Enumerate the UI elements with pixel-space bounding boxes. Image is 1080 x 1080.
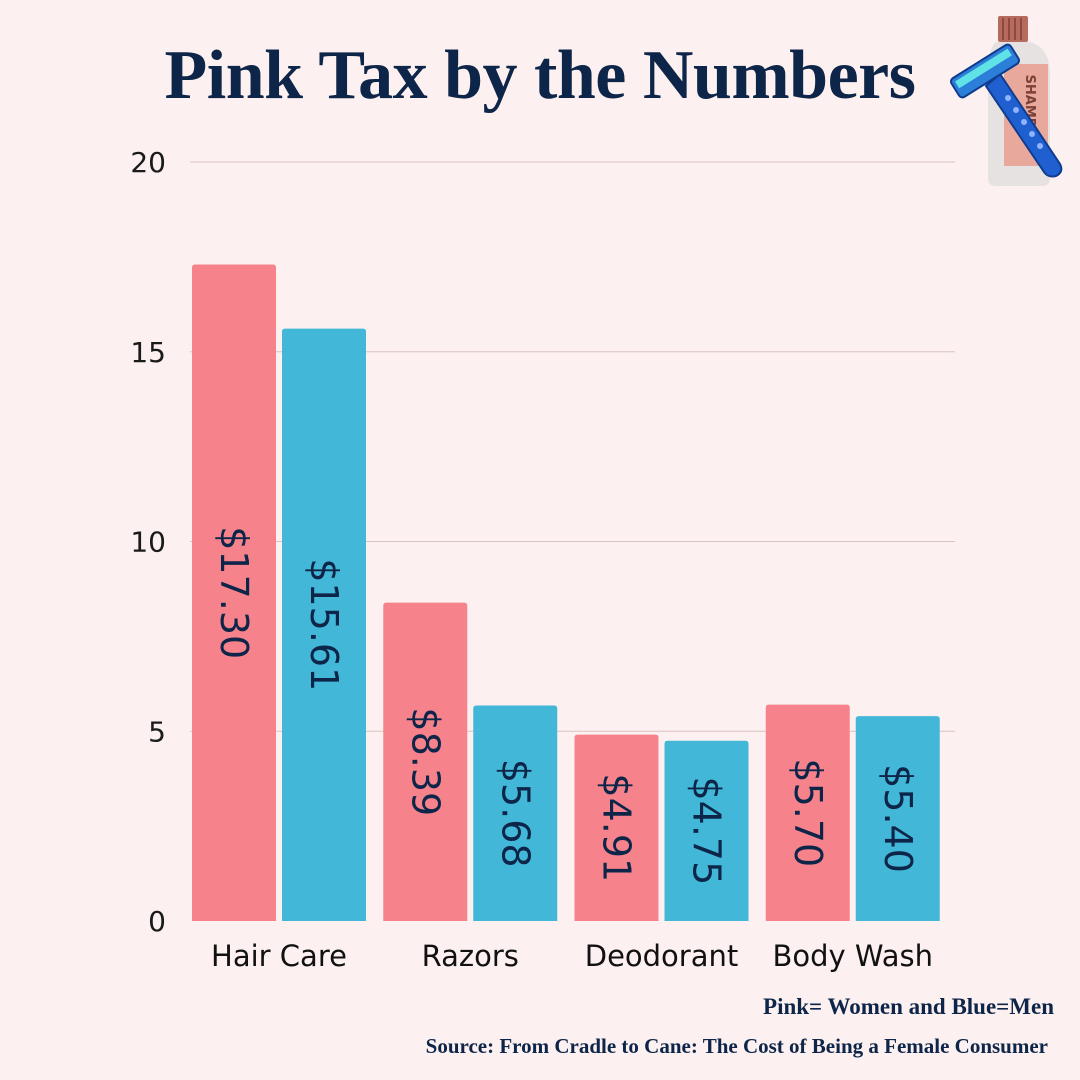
bar-value-label: $5.40 <box>876 764 920 873</box>
bar <box>473 705 558 921</box>
y-tick-label: 10 <box>130 526 166 559</box>
chart-title: Pink Tax by the Numbers <box>164 37 916 114</box>
source-note: Source: From Cradle to Cane: The Cost of… <box>425 1034 1048 1058</box>
bar <box>192 264 276 922</box>
bar-value-label: $4.75 <box>685 776 729 885</box>
bar-value-label: $15.61 <box>302 558 346 691</box>
bar <box>383 602 468 921</box>
category-label: Hair Care <box>211 939 347 973</box>
y-tick-label: 5 <box>148 715 166 748</box>
category-label: Deodorant <box>585 939 739 973</box>
category-label: Razors <box>422 939 519 973</box>
y-tick-label: 15 <box>130 336 166 369</box>
legend-note: Pink= Women and Blue=Men <box>763 994 1054 1019</box>
bar-value-label: $8.39 <box>403 707 447 816</box>
bar <box>855 716 940 921</box>
bar-value-label: $5.68 <box>493 759 537 868</box>
bar-value-label: $4.91 <box>595 773 639 882</box>
bar <box>574 734 659 921</box>
bar-value-label: $5.70 <box>786 758 830 867</box>
bar <box>664 740 749 921</box>
razor-icon <box>950 43 1063 178</box>
category-label: Body Wash <box>772 939 933 973</box>
bar <box>282 328 366 922</box>
bar-value-label: $17.30 <box>212 526 256 659</box>
shampoo-razor-illustration: SHAMPOO <box>950 16 1063 186</box>
bar <box>765 704 850 921</box>
y-tick-label: 0 <box>148 905 166 938</box>
y-tick-label: 20 <box>130 146 166 179</box>
